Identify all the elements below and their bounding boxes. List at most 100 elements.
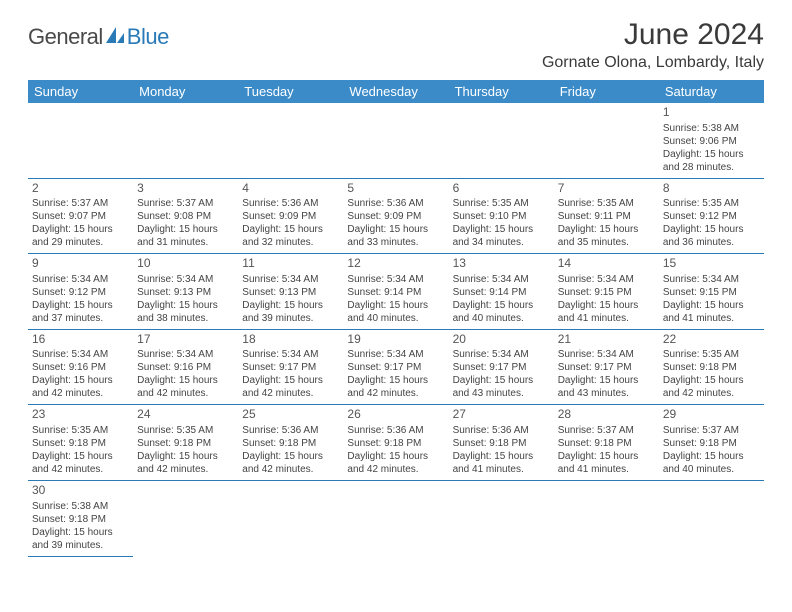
day-info: Sunrise: 5:35 AMSunset: 9:10 PMDaylight:… bbox=[453, 197, 550, 249]
day-info: Sunrise: 5:34 AMSunset: 9:14 PMDaylight:… bbox=[453, 273, 550, 325]
day-number: 27 bbox=[453, 407, 550, 423]
calendar-week: 16Sunrise: 5:34 AMSunset: 9:16 PMDayligh… bbox=[28, 329, 764, 405]
sunset-line: Sunset: 9:13 PM bbox=[242, 286, 339, 299]
calendar-cell: 22Sunrise: 5:35 AMSunset: 9:18 PMDayligh… bbox=[659, 329, 764, 405]
calendar-cell bbox=[554, 480, 659, 556]
sunrise-line: Sunrise: 5:37 AM bbox=[32, 197, 129, 210]
calendar-cell: 30Sunrise: 5:38 AMSunset: 9:18 PMDayligh… bbox=[28, 480, 133, 556]
daylight-line: Daylight: 15 hours and 39 minutes. bbox=[32, 526, 129, 552]
day-info: Sunrise: 5:34 AMSunset: 9:16 PMDaylight:… bbox=[32, 348, 129, 400]
sunset-line: Sunset: 9:18 PM bbox=[242, 437, 339, 450]
sunset-line: Sunset: 9:09 PM bbox=[242, 210, 339, 223]
day-info: Sunrise: 5:34 AMSunset: 9:12 PMDaylight:… bbox=[32, 273, 129, 325]
day-info: Sunrise: 5:37 AMSunset: 9:18 PMDaylight:… bbox=[663, 424, 760, 476]
daylight-line: Daylight: 15 hours and 42 minutes. bbox=[347, 374, 444, 400]
sunset-line: Sunset: 9:18 PM bbox=[453, 437, 550, 450]
sunset-line: Sunset: 9:15 PM bbox=[558, 286, 655, 299]
daylight-line: Daylight: 15 hours and 38 minutes. bbox=[137, 299, 234, 325]
calendar-cell bbox=[449, 103, 554, 178]
daylight-line: Daylight: 15 hours and 41 minutes. bbox=[558, 450, 655, 476]
calendar-cell: 1Sunrise: 5:38 AMSunset: 9:06 PMDaylight… bbox=[659, 103, 764, 178]
day-number: 16 bbox=[32, 332, 129, 348]
sunrise-line: Sunrise: 5:34 AM bbox=[347, 348, 444, 361]
daylight-line: Daylight: 15 hours and 33 minutes. bbox=[347, 223, 444, 249]
calendar-cell: 2Sunrise: 5:37 AMSunset: 9:07 PMDaylight… bbox=[28, 178, 133, 254]
day-number: 2 bbox=[32, 181, 129, 197]
daylight-line: Daylight: 15 hours and 29 minutes. bbox=[32, 223, 129, 249]
calendar-cell bbox=[28, 103, 133, 178]
sunrise-line: Sunrise: 5:34 AM bbox=[137, 273, 234, 286]
title-block: June 2024 Gornate Olona, Lombardy, Italy bbox=[542, 18, 764, 72]
sunset-line: Sunset: 9:14 PM bbox=[453, 286, 550, 299]
dayname-row: Sunday Monday Tuesday Wednesday Thursday… bbox=[28, 80, 764, 103]
calendar-cell: 8Sunrise: 5:35 AMSunset: 9:12 PMDaylight… bbox=[659, 178, 764, 254]
day-number: 21 bbox=[558, 332, 655, 348]
sunset-line: Sunset: 9:13 PM bbox=[137, 286, 234, 299]
calendar-cell bbox=[343, 480, 448, 556]
day-info: Sunrise: 5:35 AMSunset: 9:18 PMDaylight:… bbox=[663, 348, 760, 400]
calendar-cell: 13Sunrise: 5:34 AMSunset: 9:14 PMDayligh… bbox=[449, 254, 554, 330]
day-number: 1 bbox=[663, 105, 760, 121]
sunset-line: Sunset: 9:17 PM bbox=[347, 361, 444, 374]
day-number: 15 bbox=[663, 256, 760, 272]
day-number: 10 bbox=[137, 256, 234, 272]
dayname-sunday: Sunday bbox=[28, 80, 133, 103]
dayname-tuesday: Tuesday bbox=[238, 80, 343, 103]
calendar-cell bbox=[133, 480, 238, 556]
day-info: Sunrise: 5:37 AMSunset: 9:08 PMDaylight:… bbox=[137, 197, 234, 249]
daylight-line: Daylight: 15 hours and 31 minutes. bbox=[137, 223, 234, 249]
calendar-table: Sunday Monday Tuesday Wednesday Thursday… bbox=[28, 80, 764, 557]
day-info: Sunrise: 5:36 AMSunset: 9:09 PMDaylight:… bbox=[347, 197, 444, 249]
sunset-line: Sunset: 9:17 PM bbox=[242, 361, 339, 374]
sunset-line: Sunset: 9:18 PM bbox=[32, 513, 129, 526]
calendar-cell: 3Sunrise: 5:37 AMSunset: 9:08 PMDaylight… bbox=[133, 178, 238, 254]
day-number: 28 bbox=[558, 407, 655, 423]
location: Gornate Olona, Lombardy, Italy bbox=[542, 54, 764, 72]
calendar-cell: 6Sunrise: 5:35 AMSunset: 9:10 PMDaylight… bbox=[449, 178, 554, 254]
calendar-cell: 12Sunrise: 5:34 AMSunset: 9:14 PMDayligh… bbox=[343, 254, 448, 330]
sunset-line: Sunset: 9:12 PM bbox=[663, 210, 760, 223]
day-number: 23 bbox=[32, 407, 129, 423]
daylight-line: Daylight: 15 hours and 42 minutes. bbox=[242, 450, 339, 476]
sunrise-line: Sunrise: 5:37 AM bbox=[663, 424, 760, 437]
calendar-cell bbox=[449, 480, 554, 556]
daylight-line: Daylight: 15 hours and 32 minutes. bbox=[242, 223, 339, 249]
sunset-line: Sunset: 9:07 PM bbox=[32, 210, 129, 223]
calendar-cell: 15Sunrise: 5:34 AMSunset: 9:15 PMDayligh… bbox=[659, 254, 764, 330]
day-info: Sunrise: 5:35 AMSunset: 9:11 PMDaylight:… bbox=[558, 197, 655, 249]
daylight-line: Daylight: 15 hours and 42 minutes. bbox=[663, 374, 760, 400]
day-info: Sunrise: 5:35 AMSunset: 9:18 PMDaylight:… bbox=[32, 424, 129, 476]
calendar-week: 23Sunrise: 5:35 AMSunset: 9:18 PMDayligh… bbox=[28, 405, 764, 481]
daylight-line: Daylight: 15 hours and 42 minutes. bbox=[32, 374, 129, 400]
day-number: 3 bbox=[137, 181, 234, 197]
sunrise-line: Sunrise: 5:37 AM bbox=[137, 197, 234, 210]
sunrise-line: Sunrise: 5:34 AM bbox=[242, 348, 339, 361]
sunset-line: Sunset: 9:18 PM bbox=[137, 437, 234, 450]
calendar-cell: 20Sunrise: 5:34 AMSunset: 9:17 PMDayligh… bbox=[449, 329, 554, 405]
daylight-line: Daylight: 15 hours and 39 minutes. bbox=[242, 299, 339, 325]
daylight-line: Daylight: 15 hours and 43 minutes. bbox=[453, 374, 550, 400]
day-number: 20 bbox=[453, 332, 550, 348]
daylight-line: Daylight: 15 hours and 40 minutes. bbox=[453, 299, 550, 325]
day-info: Sunrise: 5:34 AMSunset: 9:13 PMDaylight:… bbox=[242, 273, 339, 325]
day-number: 24 bbox=[137, 407, 234, 423]
sunrise-line: Sunrise: 5:34 AM bbox=[663, 273, 760, 286]
calendar-cell: 4Sunrise: 5:36 AMSunset: 9:09 PMDaylight… bbox=[238, 178, 343, 254]
sunrise-line: Sunrise: 5:35 AM bbox=[663, 197, 760, 210]
day-info: Sunrise: 5:34 AMSunset: 9:13 PMDaylight:… bbox=[137, 273, 234, 325]
day-info: Sunrise: 5:36 AMSunset: 9:09 PMDaylight:… bbox=[242, 197, 339, 249]
day-info: Sunrise: 5:36 AMSunset: 9:18 PMDaylight:… bbox=[242, 424, 339, 476]
calendar-cell bbox=[133, 103, 238, 178]
sunrise-line: Sunrise: 5:36 AM bbox=[453, 424, 550, 437]
day-number: 14 bbox=[558, 256, 655, 272]
daylight-line: Daylight: 15 hours and 43 minutes. bbox=[558, 374, 655, 400]
calendar-cell: 18Sunrise: 5:34 AMSunset: 9:17 PMDayligh… bbox=[238, 329, 343, 405]
day-number: 9 bbox=[32, 256, 129, 272]
sunrise-line: Sunrise: 5:34 AM bbox=[242, 273, 339, 286]
sunset-line: Sunset: 9:17 PM bbox=[558, 361, 655, 374]
day-info: Sunrise: 5:36 AMSunset: 9:18 PMDaylight:… bbox=[347, 424, 444, 476]
sunrise-line: Sunrise: 5:35 AM bbox=[663, 348, 760, 361]
day-number: 4 bbox=[242, 181, 339, 197]
sunrise-line: Sunrise: 5:36 AM bbox=[242, 424, 339, 437]
sunset-line: Sunset: 9:10 PM bbox=[453, 210, 550, 223]
